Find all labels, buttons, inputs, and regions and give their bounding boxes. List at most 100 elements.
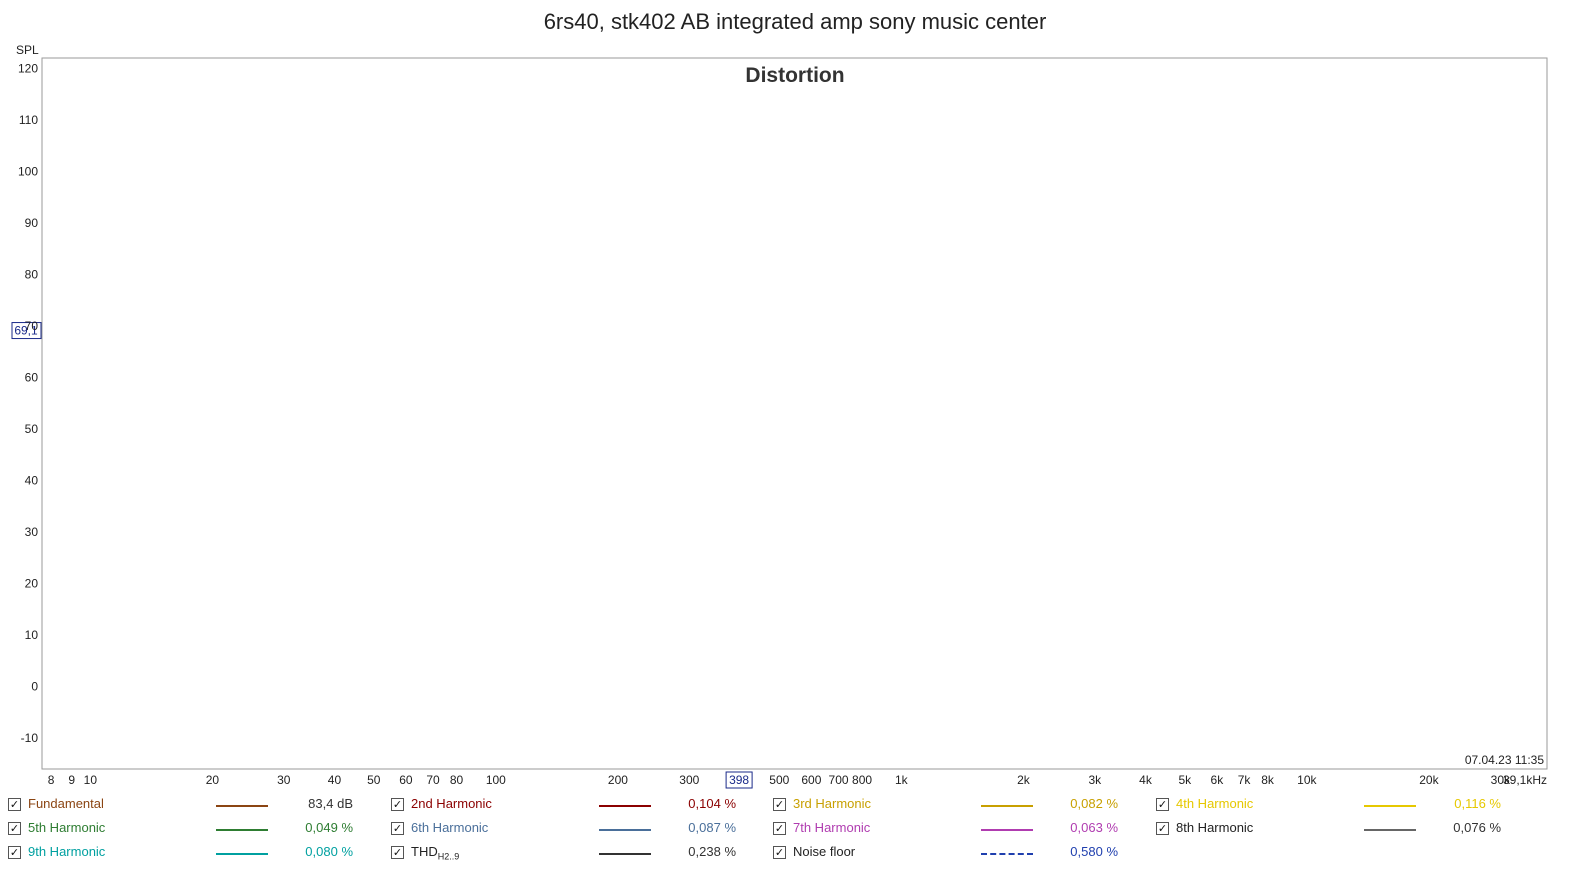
legend-label: 2nd Harmonic — [411, 796, 492, 811]
y-tick-label: 0 — [31, 680, 38, 694]
legend-checkbox[interactable]: ✓ — [1156, 822, 1169, 835]
x-tick-label: 5k — [1178, 773, 1192, 787]
y-tick-label: 50 — [25, 422, 39, 436]
legend: ✓ Fundamental 83,4 dB ✓ 2nd Harmonic 0,104 % ✓… — [0, 793, 1590, 883]
legend-item-noise-floor: ✓ Noise floor 0,580 % — [773, 844, 1153, 864]
legend-swatch — [981, 829, 1033, 831]
x-tick-label: 600 — [801, 773, 821, 787]
legend-checkbox[interactable]: ✓ — [773, 798, 786, 811]
legend-checkbox[interactable]: ✓ — [391, 798, 404, 811]
y-tick-label: 40 — [25, 473, 39, 487]
legend-checkbox[interactable]: ✓ — [391, 846, 404, 859]
legend-item-5th-harmonic: ✓ 5th Harmonic 0,049 % — [8, 820, 388, 840]
x-tick-label: 10 — [84, 773, 98, 787]
legend-label: THDH2..9 — [411, 844, 460, 862]
legend-item-3rd-harmonic: ✓ 3rd Harmonic 0,082 % — [773, 796, 1153, 816]
x-tick-label: 70 — [426, 773, 440, 787]
y-tick-label: 100 — [18, 164, 38, 178]
legend-swatch — [599, 853, 651, 855]
x-tick-label: 3k — [1088, 773, 1102, 787]
x-tick-label: 60 — [399, 773, 413, 787]
legend-checkbox[interactable]: ✓ — [8, 846, 21, 859]
legend-swatch — [599, 805, 651, 807]
legend-checkbox[interactable]: ✓ — [773, 822, 786, 835]
x-tick-label: 20 — [206, 773, 220, 787]
legend-swatch — [1364, 829, 1416, 831]
x-tick-label: 1k — [895, 773, 909, 787]
legend-value: 0,082 % — [1070, 796, 1118, 811]
legend-checkbox[interactable]: ✓ — [8, 822, 21, 835]
x-tick-label: 300 — [679, 773, 699, 787]
legend-label: 7th Harmonic — [793, 820, 871, 835]
legend-label: 9th Harmonic — [28, 844, 106, 859]
legend-swatch — [981, 805, 1033, 807]
x-tick-label: 8 — [48, 773, 55, 787]
legend-checkbox[interactable]: ✓ — [773, 846, 786, 859]
x-tick-label: 700 — [829, 773, 849, 787]
x-tick-label: 800 — [852, 773, 872, 787]
y-axis-label: SPL — [16, 43, 39, 57]
legend-label: 3rd Harmonic — [793, 796, 872, 811]
legend-item-2nd-harmonic: ✓ 2nd Harmonic 0,104 % — [391, 796, 771, 816]
legend-swatch — [981, 853, 1033, 855]
legend-swatch — [216, 853, 268, 855]
timestamp: 07.04.23 11:35 — [1465, 753, 1545, 767]
x-tick-label: 200 — [608, 773, 628, 787]
legend-item-6th-harmonic: ✓ 6th Harmonic 0,087 % — [391, 820, 771, 840]
legend-checkbox[interactable]: ✓ — [8, 798, 21, 811]
x-tick-label: 80 — [450, 773, 464, 787]
legend-value: 83,4 dB — [308, 796, 353, 811]
legend-label: 6th Harmonic — [411, 820, 489, 835]
legend-item-9th-harmonic: ✓ 9th Harmonic 0,080 % — [8, 844, 388, 864]
cursor-x-label: 398 — [729, 773, 749, 787]
y-tick-label: 80 — [25, 267, 39, 281]
y-tick-label: 90 — [25, 216, 39, 230]
legend-value: 0,076 % — [1453, 820, 1501, 835]
x-tick-label: 40 — [328, 773, 342, 787]
chart-title: 6rs40, stk402 AB integrated amp sony mus… — [543, 9, 1047, 34]
legend-value: 0,049 % — [305, 820, 353, 835]
legend-swatch — [216, 805, 268, 807]
legend-value: 0,238 % — [688, 844, 736, 859]
legend-label: Fundamental — [28, 796, 104, 811]
legend-label: 8th Harmonic — [1176, 820, 1254, 835]
x-tick-label: 8k — [1261, 773, 1275, 787]
y-tick-label: 110 — [19, 113, 38, 127]
cursor-x-box — [725, 771, 753, 789]
y-tick-label: 70 — [25, 319, 39, 333]
x-tick-label: 10k — [1297, 773, 1317, 787]
legend-item-fundamental: ✓ Fundamental 83,4 dB — [8, 796, 388, 816]
legend-checkbox[interactable]: ✓ — [391, 822, 404, 835]
x-tick-label: 2k — [1017, 773, 1031, 787]
legend-value: 0,116 % — [1454, 796, 1501, 811]
x-tick-label: 100 — [486, 773, 506, 787]
legend-checkbox[interactable]: ✓ — [1156, 798, 1169, 811]
x-tick-label: 6k — [1211, 773, 1225, 787]
x-tick-label: 30k — [1491, 773, 1511, 787]
y-tick-label: 20 — [25, 577, 39, 591]
x-tick-label: 500 — [769, 773, 789, 787]
legend-value: 0,104 % — [688, 796, 736, 811]
legend-swatch — [1364, 805, 1416, 807]
legend-value: 0,080 % — [305, 844, 353, 859]
cursor-y-label: 69,1 — [14, 324, 38, 338]
y-tick-label: 120 — [18, 61, 38, 75]
legend-item-4th-harmonic: ✓ 4th Harmonic 0,116 % — [1156, 796, 1536, 816]
legend-swatch — [216, 829, 268, 831]
cursor-y-box — [11, 322, 42, 340]
x-tick-label: 7k — [1238, 773, 1252, 787]
plot-label: Distortion — [745, 64, 844, 87]
legend-swatch — [599, 829, 651, 831]
y-tick-label: 60 — [25, 370, 39, 384]
legend-label: 5th Harmonic — [28, 820, 106, 835]
legend-value: 0,580 % — [1070, 844, 1118, 859]
x-tick-label: 20k — [1419, 773, 1439, 787]
y-tick-label: 30 — [25, 525, 39, 539]
x-tick-label: 4k — [1139, 773, 1153, 787]
x-tick-label: 50 — [367, 773, 381, 787]
x-tick-label: 39,1kHz — [1503, 773, 1547, 787]
legend-value: 0,063 % — [1070, 820, 1118, 835]
legend-item-thd-h2-9: ✓ THDH2..9 0,238 % — [391, 844, 771, 864]
